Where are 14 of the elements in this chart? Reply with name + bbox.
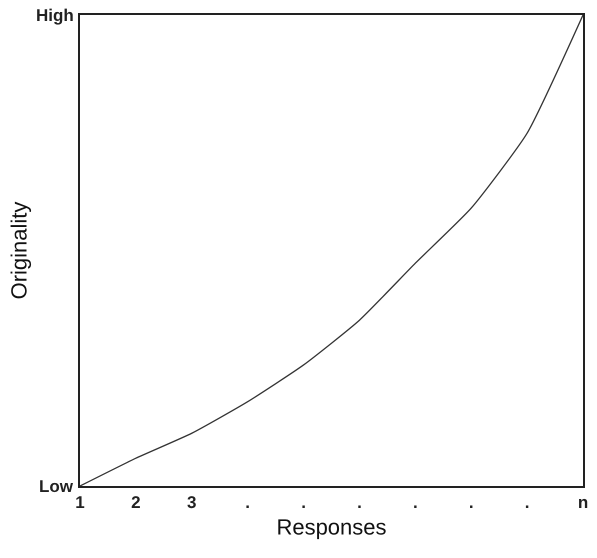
x-tick-label: .: [412, 493, 418, 512]
x-tick-label: .: [357, 493, 362, 512]
x-tick-label: .: [468, 493, 474, 512]
x-tick-label: .: [524, 493, 530, 512]
y-axis-title: Originality: [6, 202, 32, 300]
text: Low: [39, 477, 74, 496]
x-tick-label: 3: [187, 493, 197, 512]
x-tick-label: .: [245, 493, 250, 512]
x-tick-label: n: [578, 493, 588, 512]
x-tick-label: 2: [131, 493, 141, 512]
text: High: [36, 6, 74, 25]
x-tick-label: .: [301, 493, 306, 512]
x-tick-label: 1: [75, 493, 85, 512]
x-axis-title: Responses: [276, 514, 387, 540]
